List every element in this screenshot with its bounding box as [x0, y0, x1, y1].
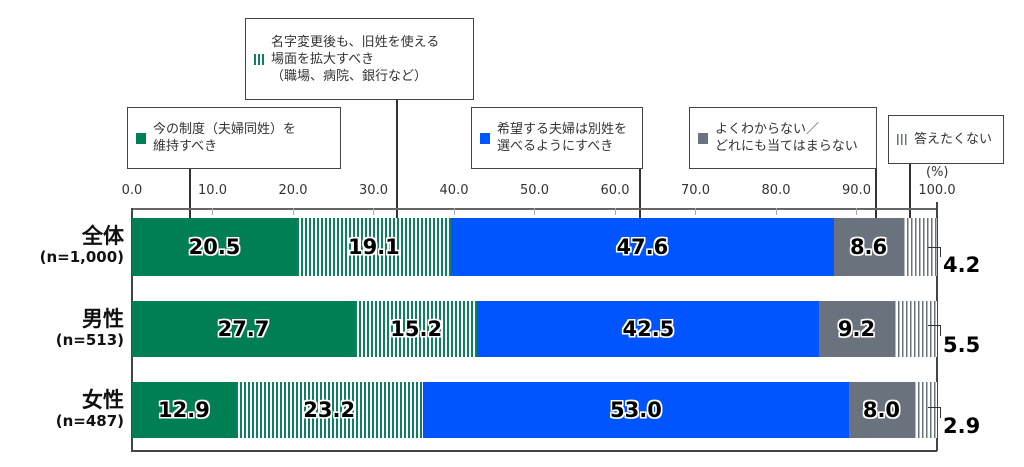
value-label: 12.9 [158, 398, 210, 422]
row-label-female: 女性 (n=487) [56, 388, 124, 430]
bottom-axis-line [131, 450, 937, 452]
value-label-outside: 2.9 [943, 414, 981, 438]
row-label-male: 男性 (n=513) [56, 307, 124, 349]
x-tick-mark [856, 208, 857, 215]
x-tick-label: 20.0 [278, 183, 308, 198]
sample-size: (n=1,000) [39, 248, 124, 266]
row-label-all: 全体 (n=1,000) [40, 224, 124, 266]
bar-segment-maintain: 20.5 [132, 218, 298, 276]
value-label: 15.2 [390, 317, 443, 341]
x-tick-label: 100.0 [918, 183, 956, 198]
callout-leader-line [909, 164, 911, 224]
value-label: 19.1 [347, 235, 400, 259]
x-tick-mark [776, 208, 777, 215]
x-tick-label: 40.0 [439, 183, 469, 198]
bar-segment-separate-surnames: 47.6 [450, 218, 834, 276]
x-tick-label: 50.0 [520, 183, 549, 198]
category-label: 女性 [82, 388, 124, 412]
x-tick-label: 80.0 [761, 183, 791, 198]
legend-callout-prefer-not-to-answer: 答えたくない [888, 115, 1004, 164]
bar-segment-maiden-name: 19.1 [297, 218, 451, 276]
value-label: 47.6 [616, 235, 669, 259]
callout-leader-line [396, 100, 398, 230]
x-tick-label: 60.0 [600, 183, 630, 198]
bar-segment-dont-know: 9.2 [819, 301, 894, 357]
x-tick-mark [293, 208, 294, 215]
value-leader-line [928, 325, 941, 336]
legend-swatch-gray [698, 132, 708, 144]
unit-label: (%) [926, 165, 949, 180]
legend-swatch-blue [480, 132, 490, 144]
legend-swatch-striped-green [254, 53, 264, 65]
value-label: 20.5 [188, 235, 241, 259]
x-tick-mark [534, 208, 535, 215]
legend-label: 今の制度（夫婦同姓）を 維持すべき [153, 122, 297, 154]
value-label: 8.6 [849, 235, 888, 259]
legend-swatch-striped-gray [897, 134, 907, 145]
bar-segment-dont-know: 8.0 [849, 382, 914, 438]
bar-segment-maintain: 12.9 [132, 382, 236, 438]
x-tick-label: 30.0 [359, 183, 388, 198]
stacked-bar-all: 20.5 19.1 47.6 8.6 [132, 218, 937, 276]
callout-leader-line [875, 169, 877, 226]
value-label: 23.2 [303, 398, 356, 422]
callout-leader-line [189, 169, 191, 226]
sample-size: (n=487) [55, 412, 124, 430]
x-tick-mark [212, 208, 213, 215]
x-tick-mark [373, 208, 374, 215]
legend-label: よくわからない／ どれにも当てはまらない [715, 122, 858, 154]
legend-label: 名字変更後も、旧姓を使える 場面を拡大すべき （職場、病院、銀行など） [271, 34, 440, 84]
value-label: 53.0 [610, 398, 662, 422]
legend-label: 希望する夫婦は別姓を 選べるようにすべき [497, 122, 628, 154]
x-tick-mark [695, 208, 696, 215]
stacked-bar-male: 27.7 15.2 42.5 9.2 [132, 301, 937, 357]
y-axis-line [131, 208, 133, 451]
bar-segment-separate-surnames: 42.5 [477, 301, 820, 357]
x-tick-label: 70.0 [681, 183, 710, 198]
bar-segment-separate-surnames: 53.0 [422, 382, 850, 438]
value-label: 27.7 [217, 317, 270, 341]
legend-callout-optional-separate-surnames: 希望する夫婦は別姓を 選べるようにすべき [471, 107, 643, 169]
value-leader-line [928, 247, 941, 257]
legend-callout-expand-maiden-name-use: 名字変更後も、旧姓を使える 場面を拡大すべき （職場、病院、銀行など） [245, 18, 474, 100]
category-label: 全体 [82, 224, 124, 248]
value-label-outside: 5.5 [943, 333, 981, 357]
category-label: 男性 [82, 307, 124, 331]
legend-callout-dont-know: よくわからない／ どれにも当てはまらない [689, 107, 877, 169]
x-tick-label: 10.0 [198, 183, 227, 198]
bar-segment-maintain: 27.7 [132, 301, 355, 357]
legend-swatch-solid-green [136, 132, 146, 144]
x-tick-label: 90.0 [842, 183, 871, 198]
value-label: 9.2 [837, 317, 876, 341]
value-leader-line [928, 407, 941, 418]
x-tick-label: 0.0 [121, 183, 143, 198]
stacked-bar-female: 12.9 23.2 53.0 8.0 [132, 382, 937, 438]
x-tick-mark [615, 208, 616, 215]
value-label: 8.0 [862, 398, 901, 422]
sample-size: (n=513) [55, 331, 124, 349]
bar-segment-maiden-name: 15.2 [354, 301, 478, 357]
value-label-outside: 4.2 [943, 253, 981, 277]
bar-segment-maiden-name: 23.2 [235, 382, 423, 438]
legend-callout-maintain-current-system: 今の制度（夫婦同姓）を 維持すべき [127, 107, 341, 169]
callout-leader-line [639, 169, 641, 226]
bar-segment-no-answer [893, 301, 937, 357]
bar-segment-dont-know: 8.6 [833, 218, 904, 276]
value-label: 42.5 [622, 317, 675, 341]
legend-label: 答えたくない [914, 132, 993, 147]
x-tick-mark [454, 208, 455, 215]
bar-segment-no-answer [913, 382, 937, 438]
